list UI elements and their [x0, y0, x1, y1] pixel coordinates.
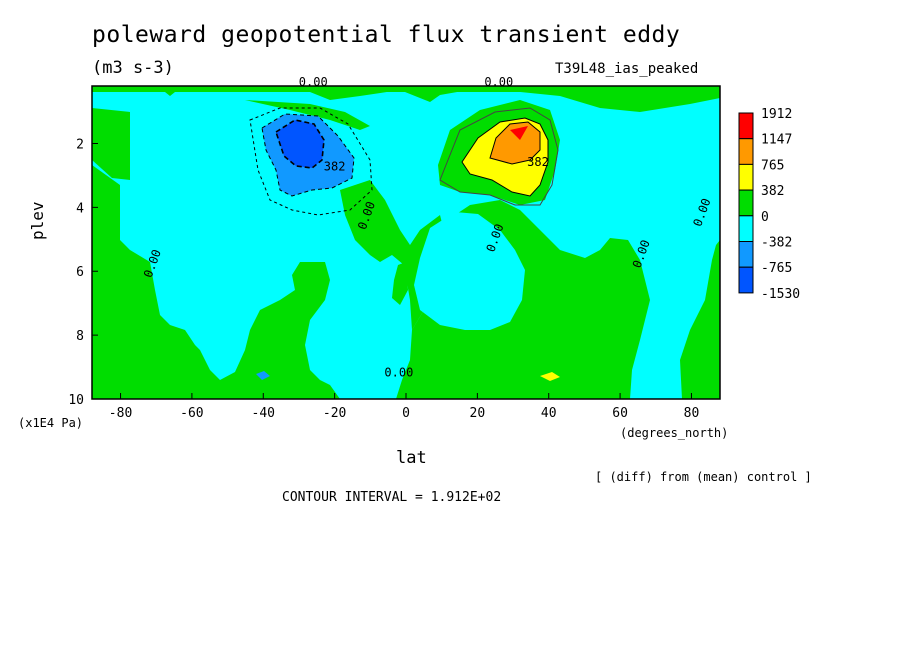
colorbar: 1912 1147 765 382 0 -382 -765 -1530 [738, 107, 800, 302]
plot-field [92, 86, 720, 399]
x-tick-label: 80 [684, 406, 700, 421]
colorbar-swatch [738, 189, 754, 217]
x-axis-label: lat [396, 448, 427, 468]
colorbar-label: 382 [761, 184, 784, 199]
colorbar-label: 1912 [761, 107, 792, 122]
contour-label: 0.00 [384, 366, 413, 380]
contour-label: 0.00 [484, 75, 513, 89]
x-tick-label: 40 [541, 406, 557, 421]
y-tick-label: 2 [76, 137, 84, 152]
x-tick-label: -20 [323, 406, 346, 421]
contour-label: 0.00 [299, 75, 328, 89]
x-tick-label: -40 [252, 406, 275, 421]
colorbar-label: 0 [761, 210, 769, 225]
x-ticks: -80 -60 -40 -20 0 20 40 60 80 [109, 393, 699, 421]
y-tick-label: 6 [76, 265, 84, 280]
contour-label: 382 [324, 160, 346, 174]
colorbar-label: -382 [761, 236, 792, 251]
colorbar-swatch [738, 163, 754, 191]
x-tick-label: 20 [470, 406, 486, 421]
colorbar-swatch [738, 215, 754, 243]
x-tick-label: 60 [612, 406, 628, 421]
contour-label: 382 [527, 155, 549, 169]
contour-lines [249, 107, 559, 216]
colorbar-swatch [738, 241, 754, 268]
contour-interval: CONTOUR INTERVAL = 1.912E+02 [282, 490, 502, 505]
colorbar-label: 765 [761, 158, 784, 173]
comparison-note: [ (diff) from (mean) control ] [595, 470, 812, 484]
x-axis-unit: (degrees_north) [620, 426, 729, 440]
x-tick-label: -80 [109, 406, 132, 421]
y-tick-label: 10 [68, 393, 84, 408]
x-tick-label: -60 [180, 406, 203, 421]
y-ticks: 2 4 6 8 10 [68, 137, 98, 408]
chart-units: (m3 s-3) [92, 58, 174, 78]
colorbar-swatch [738, 266, 754, 294]
y-axis-unit: (x1E4 Pa) [18, 416, 84, 430]
colorbar-swatch [738, 138, 754, 165]
chart-title: poleward geopotential flux transient edd… [92, 22, 681, 48]
colorbar-label: -1530 [761, 287, 800, 302]
x-tick-label: 0 [402, 406, 410, 421]
y-tick-label: 4 [76, 201, 84, 216]
y-tick-label: 8 [76, 329, 84, 344]
colorbar-swatch [738, 112, 754, 140]
colorbar-label: 1147 [761, 133, 792, 148]
colorbar-label: -765 [761, 261, 792, 276]
experiment-label: T39L48_ias_peaked [555, 61, 699, 77]
